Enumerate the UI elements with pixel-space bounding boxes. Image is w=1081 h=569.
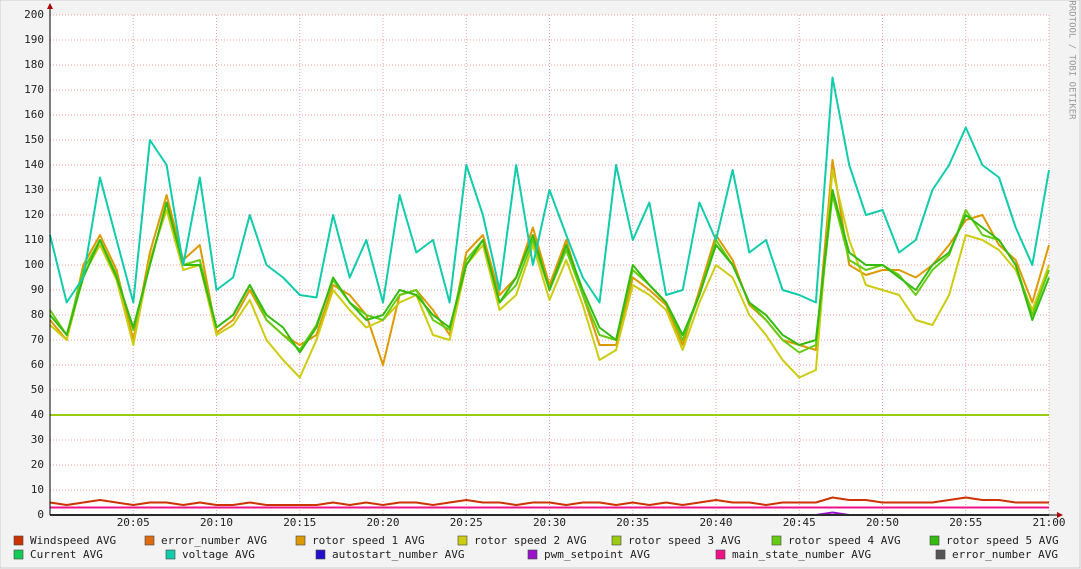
legend-label: main_state_number AVG: [732, 548, 871, 561]
x-tick-label: 20:45: [783, 516, 816, 529]
x-tick-label: 20:15: [283, 516, 316, 529]
series-line: [49, 496, 1049, 506]
axis-arrow: [1057, 512, 1063, 518]
y-tick-label: 0: [37, 508, 44, 521]
x-tick-label: 20:40: [699, 516, 732, 529]
y-tick-label: 50: [31, 383, 44, 396]
axis-arrow: [47, 3, 53, 9]
x-tick-label: 20:50: [866, 516, 899, 529]
legend-swatch: [929, 535, 940, 546]
y-tick-label: 80: [31, 308, 44, 321]
y-tick-label: 40: [31, 408, 44, 421]
y-tick-label: 140: [24, 158, 44, 171]
legend-swatch: [315, 549, 326, 560]
legend-label: pwm_setpoint AVG: [544, 548, 650, 561]
y-tick-label: 190: [24, 33, 44, 46]
series-line: [49, 76, 1050, 304]
y-tick-label: 60: [31, 358, 44, 371]
y-tick-label: 160: [24, 108, 44, 121]
legend-label: rotor speed 3 AVG: [628, 534, 741, 547]
legend-label: Current AVG: [30, 548, 103, 561]
legend-swatch: [165, 549, 176, 560]
y-tick-label: 180: [24, 58, 44, 71]
legend-label: error_number AVG: [952, 548, 1058, 561]
x-tick-label: 20:30: [533, 516, 566, 529]
series-line: [49, 169, 1050, 379]
y-tick-label: 200: [24, 8, 44, 21]
legend-label: rotor speed 1 AVG: [312, 534, 425, 547]
x-tick-label: 20:20: [366, 516, 399, 529]
y-tick-label: 130: [24, 183, 44, 196]
x-tick-label: 20:55: [949, 516, 982, 529]
legend-swatch: [457, 535, 468, 546]
x-tick-label: 21:00: [1032, 516, 1065, 529]
legend-label: voltage AVG: [182, 548, 255, 561]
y-tick-label: 30: [31, 433, 44, 446]
legend-label: rotor speed 5 AVG: [946, 534, 1059, 547]
x-tick-label: 20:05: [117, 516, 150, 529]
legend-swatch: [935, 549, 946, 560]
y-tick-label: 100: [24, 258, 44, 271]
watermark: RRDTOOL / TOBI OETIKER: [1067, 0, 1077, 120]
x-tick-label: 20:10: [200, 516, 233, 529]
x-tick-label: 20:25: [450, 516, 483, 529]
legend-label: Windspeed AVG: [30, 534, 116, 547]
legend-swatch: [13, 549, 24, 560]
legend-swatch: [295, 535, 306, 546]
legend-swatch: [771, 535, 782, 546]
y-tick-label: 20: [31, 458, 44, 471]
y-tick-label: 150: [24, 133, 44, 146]
legend-label: autostart_number AVG: [332, 548, 464, 561]
legend-label: error_number AVG: [161, 534, 267, 547]
legend-swatch: [715, 549, 726, 560]
y-tick-label: 10: [31, 483, 44, 496]
legend-label: rotor speed 2 AVG: [474, 534, 587, 547]
y-tick-label: 90: [31, 283, 44, 296]
legend-swatch: [611, 535, 622, 546]
y-tick-label: 70: [31, 333, 44, 346]
x-tick-label: 20:35: [616, 516, 649, 529]
y-tick-label: 170: [24, 83, 44, 96]
series-line: [49, 189, 1050, 354]
y-tick-label: 110: [24, 233, 44, 246]
legend-swatch: [527, 549, 538, 560]
legend-swatch: [144, 535, 155, 546]
y-tick-label: 120: [24, 208, 44, 221]
legend-swatch: [13, 535, 24, 546]
legend-label: rotor speed 4 AVG: [788, 534, 901, 547]
